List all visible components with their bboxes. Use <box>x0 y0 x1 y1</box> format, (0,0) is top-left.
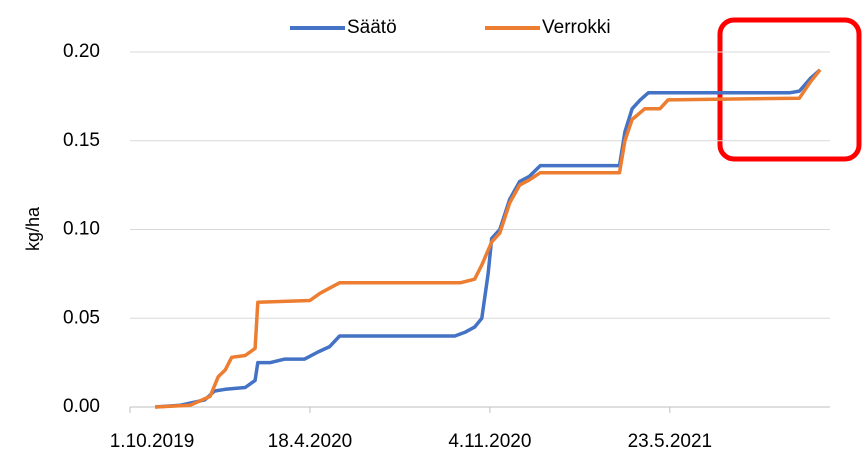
x-tick-label: 18.4.2020 <box>268 431 353 452</box>
y-tick-label: 0.20 <box>63 41 100 62</box>
highlight-box <box>717 17 862 162</box>
series-line <box>155 68 822 409</box>
legend-label: Säätö <box>347 17 397 38</box>
x-tick-label: 23.5.2021 <box>628 431 713 452</box>
y-tick-label: 0.00 <box>63 396 100 417</box>
y-tick-label: 0.15 <box>63 130 100 151</box>
y-axis-label: kg/ha <box>23 206 43 251</box>
y-tick-label: 0.10 <box>63 219 100 240</box>
series-line <box>155 68 822 409</box>
legend-label: Verrokki <box>542 17 611 38</box>
x-tick-label: 1.10.2019 <box>110 431 195 452</box>
y-tick-label: 0.05 <box>63 307 100 328</box>
x-tick-label: 4.11.2020 <box>448 431 531 452</box>
